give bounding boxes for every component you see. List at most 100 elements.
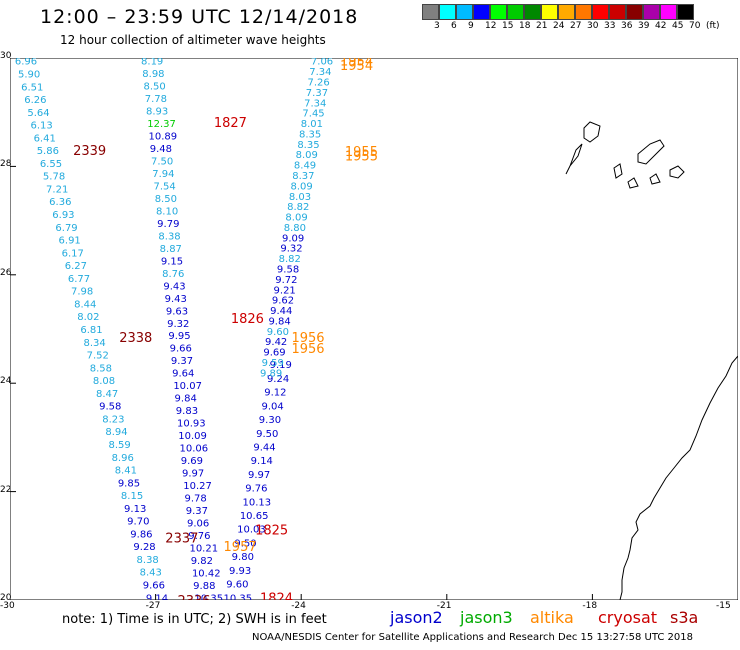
wave-height-value: 8.35 <box>299 129 321 140</box>
color-scale-labels: 3 6 9 12 15 18 21 24 27 30 33 36 39 42 45 70 (ft) <box>422 21 740 33</box>
wave-height-value: 9.83 <box>176 406 198 417</box>
wave-height-value: 8.82 <box>287 202 309 213</box>
wave-height-value: 6.77 <box>68 274 90 285</box>
wave-height-value: 9.93 <box>229 566 251 577</box>
scale-label: 15 <box>502 21 514 31</box>
wave-height-value: 9.78 <box>184 493 206 504</box>
wave-height-value: 7.34 <box>304 98 326 109</box>
scale-label: (ft) <box>706 21 720 31</box>
wave-height-value: 8.08 <box>93 376 115 387</box>
y-tick-label: 30 <box>0 51 12 61</box>
wave-height-value: 9.95 <box>168 331 190 342</box>
wave-height-value: 12.37 <box>147 119 176 130</box>
wave-height-value: 10.35 <box>224 593 253 600</box>
wave-height-value: 8.76 <box>162 269 184 280</box>
wave-height-value: 7.34 <box>309 67 331 78</box>
page-subtitle: 12 hour collection of altimeter wave hei… <box>60 33 326 47</box>
wave-height-value: 8.49 <box>294 161 316 172</box>
y-tick-label: 20 <box>0 593 12 603</box>
wave-height-value: 8.19 <box>141 58 163 68</box>
wave-height-value: 8.37 <box>292 171 314 182</box>
wave-height-value: 8.58 <box>90 363 112 374</box>
scale-label: 9 <box>468 21 474 31</box>
wave-height-value: 6.41 <box>34 133 56 144</box>
wave-height-value: 8.96 <box>112 453 134 464</box>
wave-height-value: 8.50 <box>155 194 177 205</box>
wave-height-value: 9.28 <box>133 542 155 553</box>
wave-height-value: 7.45 <box>302 109 324 120</box>
island-tenerife <box>637 139 665 165</box>
wave-height-value: 6.26 <box>24 95 46 106</box>
scale-label: 24 <box>553 21 565 31</box>
scale-label: 21 <box>536 21 548 31</box>
wave-height-value: 6.81 <box>80 325 102 336</box>
scale-swatch <box>422 4 439 20</box>
wave-height-value: 8.09 <box>296 150 318 161</box>
wave-height-value: 8.23 <box>102 414 124 425</box>
wave-height-value: 8.09 <box>285 213 307 224</box>
wave-height-value: 8.98 <box>142 69 164 80</box>
legend-altika: altika <box>530 608 574 627</box>
wave-height-value: 9.82 <box>191 556 213 567</box>
y-tick-label: 28 <box>0 159 12 170</box>
scale-swatch <box>439 4 456 20</box>
scale-label: 42 <box>655 21 667 31</box>
legend-jason3: jason3 <box>460 608 513 627</box>
wave-height-value: 9.66 <box>143 581 165 592</box>
wave-height-value: 9.43 <box>163 281 185 292</box>
island-el-hierro <box>649 173 661 185</box>
wave-height-value: 8.93 <box>146 107 168 118</box>
wave-height-value: 9.15 <box>161 256 183 267</box>
scale-label: 30 <box>587 21 599 31</box>
wave-height-value: 8.09 <box>291 181 313 192</box>
scale-swatch <box>490 4 507 20</box>
wave-height-value: 10.03 <box>237 525 266 536</box>
wave-height-value: 9.06 <box>187 518 209 529</box>
wave-height-value: 9.70 <box>127 517 149 528</box>
wave-height-value: 10.07 <box>173 381 202 392</box>
wave-height-value: 7.26 <box>308 77 330 88</box>
pass-time-label: 1956 <box>291 331 324 346</box>
x-tick-label: -27 <box>145 601 161 611</box>
scale-swatch <box>592 4 609 20</box>
footer-credit: NOAA/NESDIS Center for Satellite Applica… <box>252 632 694 643</box>
y-tick-label: 24 <box>0 376 12 387</box>
wave-height-value: 9.12 <box>264 388 286 399</box>
scale-label: 27 <box>570 21 582 31</box>
wave-height-value: 9.13 <box>124 504 146 515</box>
wave-height-value: 10.27 <box>183 481 212 492</box>
legend-s3a: s3a <box>670 608 699 627</box>
wave-height-value: 10.89 <box>148 132 177 143</box>
scale-swatch <box>643 4 660 20</box>
wave-height-value: 9.42 <box>265 337 287 348</box>
note-text: note: 1) Time is in UTC; 2) SWH is in fe… <box>62 612 327 627</box>
wave-height-value: 7.52 <box>87 351 109 362</box>
wave-height-value: 8.01 <box>301 119 323 130</box>
wave-height-value: 9.59 <box>262 358 284 369</box>
wave-height-value: 9.21 <box>274 285 296 296</box>
wave-height-value: 8.87 <box>160 244 182 255</box>
island-la-palma <box>613 163 623 179</box>
wave-height-value: 8.80 <box>284 223 306 234</box>
wave-height-value: 8.38 <box>158 231 180 242</box>
y-tick-label: 26 <box>0 267 12 278</box>
altimeter-map: 6.965.90 6.51 6.26 5.64 6.136.41 5.86 6.55 5.78… <box>10 58 738 600</box>
wave-height-value: 6.13 <box>30 121 52 132</box>
wave-height-value: 9.14 <box>251 456 273 467</box>
wave-height-tracks: 6.965.90 6.51 6.26 5.64 6.136.41 5.86 6.55 5.78… <box>15 58 333 600</box>
wave-height-value: 6.79 <box>55 223 77 234</box>
scale-swatch <box>677 4 694 20</box>
legend-cryosat: cryosat <box>598 608 658 627</box>
wave-height-value: 9.80 <box>232 552 254 563</box>
pass-time-label: 1825 <box>255 524 288 539</box>
wave-height-value: 6.27 <box>65 261 87 272</box>
island-la-gomera <box>627 177 639 189</box>
wave-height-value: 5.64 <box>27 108 49 119</box>
wave-height-value: 8.10 <box>156 206 178 217</box>
wave-height-value: 9.24 <box>267 374 289 385</box>
pass-time-label: 2337 <box>165 532 198 547</box>
wave-height-value: 8.43 <box>140 568 162 579</box>
scale-swatch <box>575 4 592 20</box>
scale-label: 45 <box>672 21 684 31</box>
